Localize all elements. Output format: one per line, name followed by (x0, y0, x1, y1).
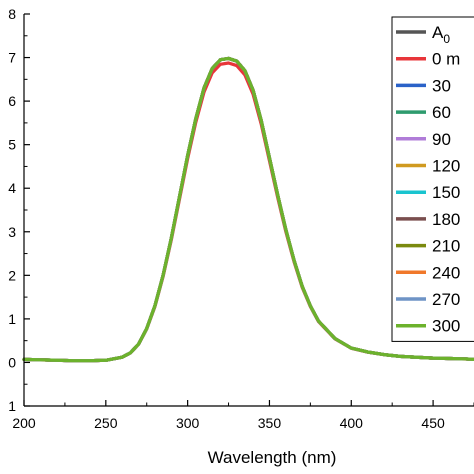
legend-box (391, 16, 474, 342)
x-tick-label: 250 (94, 415, 118, 431)
series-line-11 (22, 56, 474, 363)
legend-label-1: 0 m (432, 50, 460, 69)
x-tick-label: 400 (340, 415, 364, 431)
x-axis-title: Wavelength (nm) (208, 448, 337, 467)
y-tick-label: 1 (8, 311, 16, 327)
legend-label-3: 60 (432, 103, 451, 122)
legend-label-5: 120 (432, 157, 460, 176)
legend-label-9: 240 (432, 263, 460, 282)
x-tick-label: 450 (421, 415, 445, 431)
x-tick-label: 300 (176, 415, 200, 431)
legend-label-8: 210 (432, 237, 460, 256)
y-tick-label: 4 (8, 180, 16, 196)
y-tick-label: 1 (8, 398, 16, 414)
y-tick-label: 3 (8, 224, 16, 240)
legend-label-4: 90 (432, 130, 451, 149)
y-tick-label: 5 (8, 137, 16, 153)
y-tick-label: 8 (8, 6, 16, 22)
x-tick-label: 350 (258, 415, 282, 431)
axes: 1 0 1 2 3 4 5 6 7 8 200 250 300 350 400 450 (8, 6, 474, 431)
legend-label-11: 300 (432, 317, 460, 336)
legend-label-7: 180 (432, 210, 460, 229)
series-lines (22, 56, 474, 363)
y-tick-label: 6 (8, 93, 16, 109)
y-tick-label: 7 (8, 50, 16, 66)
x-tick-label: 200 (12, 415, 36, 431)
legend-label-2: 30 (432, 76, 451, 95)
y-tick-label: 0 (8, 354, 16, 370)
legend-label-6: 150 (432, 183, 460, 202)
y-tick-label: 2 (8, 267, 16, 283)
legend-label-10: 270 (432, 290, 460, 309)
